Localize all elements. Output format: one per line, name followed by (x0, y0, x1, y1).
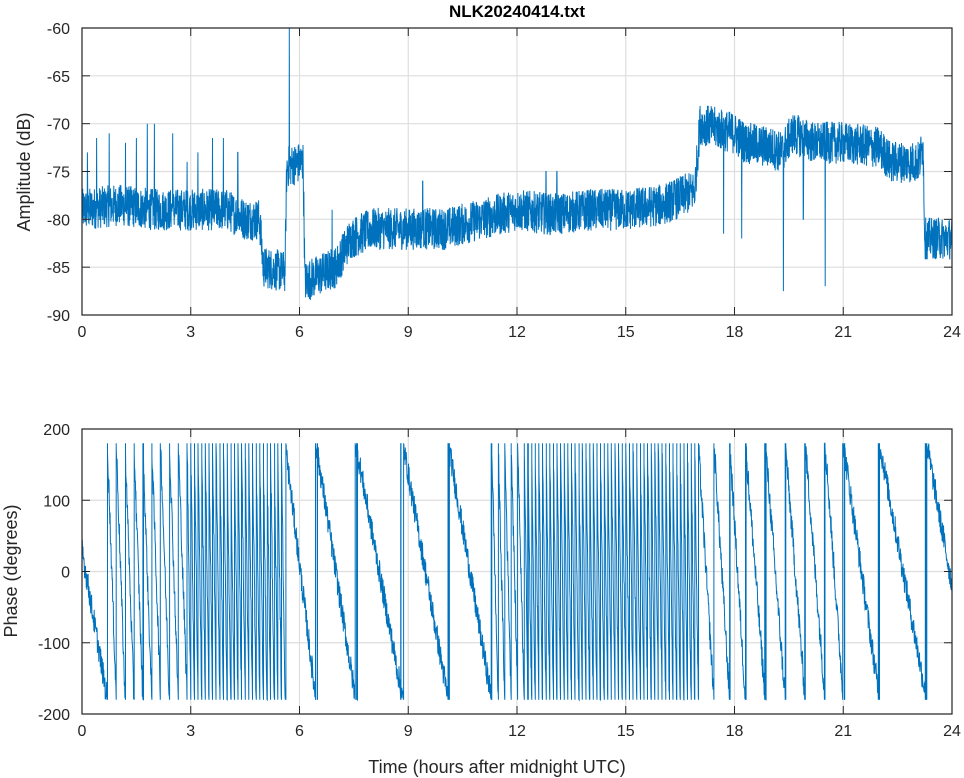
x-tick-label: 15 (617, 324, 635, 341)
x-tick-label: 6 (295, 723, 304, 740)
amplitude-series-line (81, 27, 953, 300)
x-tick-label: 18 (726, 723, 744, 740)
phase-y-label: Phase (degrees) (1, 504, 21, 637)
amplitude-y-label: Amplitude (dB) (14, 112, 34, 231)
y-tick-label: -200 (38, 707, 70, 724)
x-tick-label: 12 (508, 723, 526, 740)
x-tick-label: 6 (295, 324, 304, 341)
x-tick-label: 21 (834, 723, 852, 740)
x-tick-label: 0 (78, 723, 87, 740)
y-tick-label: -100 (38, 636, 70, 653)
chart-title: NLK20240414.txt (449, 2, 585, 21)
x-tick-label: 15 (617, 723, 635, 740)
x-axis-label: Time (hours after midnight UTC) (368, 757, 625, 777)
y-tick-label: 100 (43, 493, 70, 510)
y-tick-label: -70 (47, 117, 70, 134)
x-tick-label: 12 (508, 324, 526, 341)
phase-series-line (81, 442, 953, 702)
y-tick-label: -80 (47, 212, 70, 229)
amplitude-axes: 0 3 6 9 12 15 18 21 24 -60 -65 -70 -75 -80 -85 -90 (47, 21, 961, 341)
x-tick-label: 3 (186, 324, 195, 341)
x-tick-label: 24 (943, 723, 961, 740)
x-tick-label: 21 (834, 324, 852, 341)
x-tick-label: 24 (943, 324, 961, 341)
y-tick-label: -90 (47, 308, 70, 325)
y-tick-label: -60 (47, 21, 70, 38)
y-tick-label: 200 (43, 422, 70, 439)
y-tick-label: -65 (47, 69, 70, 86)
phase-axes: 0 3 6 9 12 15 18 21 24 200 100 0 -100 -200 (38, 422, 961, 740)
y-tick-label: -75 (47, 165, 70, 182)
x-tick-label: 9 (404, 723, 413, 740)
y-tick-label: -85 (47, 260, 70, 277)
x-tick-label: 3 (186, 723, 195, 740)
x-tick-label: 0 (78, 324, 87, 341)
y-tick-label: 0 (61, 565, 70, 582)
x-tick-label: 9 (404, 324, 413, 341)
x-tick-label: 18 (726, 324, 744, 341)
